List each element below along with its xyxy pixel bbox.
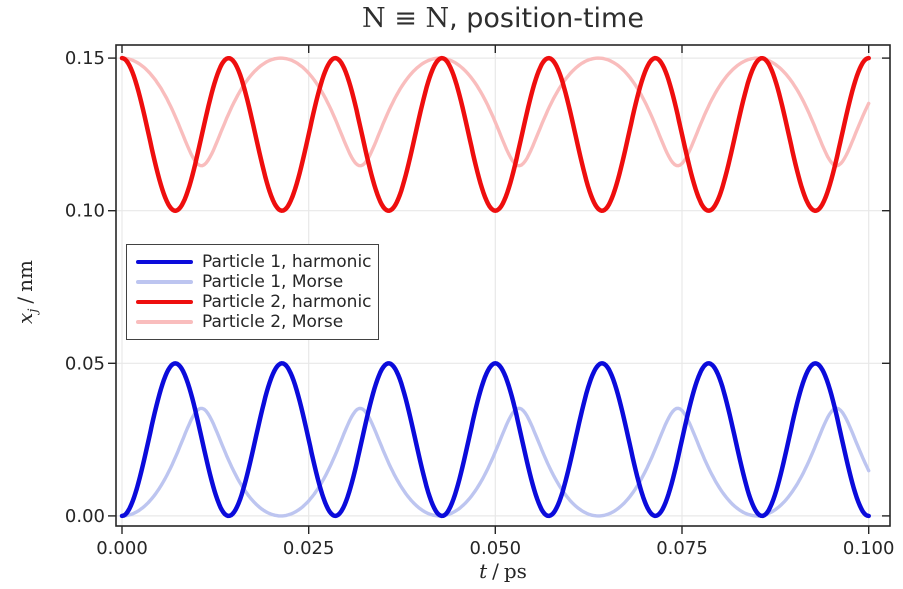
- y-axis-unit: nm: [13, 260, 37, 292]
- curve-particle-1-harmonic: [119, 361, 871, 519]
- curves: [119, 55, 871, 519]
- x-axis-separator: /: [492, 559, 499, 583]
- legend-item-particle-2-morse: Particle 2, Morse: [136, 312, 370, 332]
- legend: Particle 1, harmonic Particle 1, Morse Par…: [126, 244, 379, 340]
- x-axis-label: t / ps: [116, 559, 890, 583]
- x-axis-variable: t: [479, 559, 488, 583]
- legend-label: Particle 1, harmonic: [202, 251, 372, 272]
- y-tick-label: 0.00: [65, 506, 105, 527]
- legend-line-sample: [136, 259, 193, 265]
- curve-particle-1-morse: [120, 406, 871, 518]
- x-tick-label: 0.075: [656, 538, 708, 559]
- legend-line-sample: [136, 320, 193, 324]
- curve-particle-2-harmonic: [119, 55, 871, 213]
- legend-item-particle-2-harmonic: Particle 2, harmonic: [136, 291, 372, 312]
- axis-ticks: [108, 45, 890, 534]
- y-axis-variable: x: [13, 312, 37, 324]
- chart-title-math: N ≡ N: [362, 3, 450, 34]
- y-axis-subscript: j: [26, 308, 41, 313]
- x-tick-label: 0.025: [283, 538, 335, 559]
- y-axis-separator: /: [13, 296, 37, 304]
- legend-item-particle-1-morse: Particle 1, Morse: [136, 272, 370, 292]
- y-axis-label: xj / nm: [13, 260, 41, 324]
- legend-label: Particle 2, harmonic: [202, 291, 372, 312]
- x-axis-unit: ps: [503, 559, 527, 583]
- y-tick-label: 0.15: [65, 48, 105, 69]
- y-tick-label: 0.05: [65, 353, 105, 374]
- curve-particle-2-morse: [120, 56, 871, 168]
- chart-title-text: , position-time: [449, 3, 644, 34]
- x-tick-label: 0.100: [843, 538, 895, 559]
- plot-frame: [115, 44, 891, 527]
- y-tick-label: 0.10: [65, 201, 105, 222]
- chart-title: N ≡ N, position-time: [116, 3, 890, 34]
- x-tick-label: 0.050: [470, 538, 522, 559]
- legend-label: Particle 2, Morse: [202, 311, 344, 332]
- legend-line-sample: [136, 299, 193, 305]
- x-tick-label: 0.000: [96, 538, 148, 559]
- legend-label: Particle 1, Morse: [202, 271, 344, 292]
- legend-item-particle-1-harmonic: Particle 1, harmonic: [136, 251, 372, 272]
- legend-line-sample: [136, 280, 193, 284]
